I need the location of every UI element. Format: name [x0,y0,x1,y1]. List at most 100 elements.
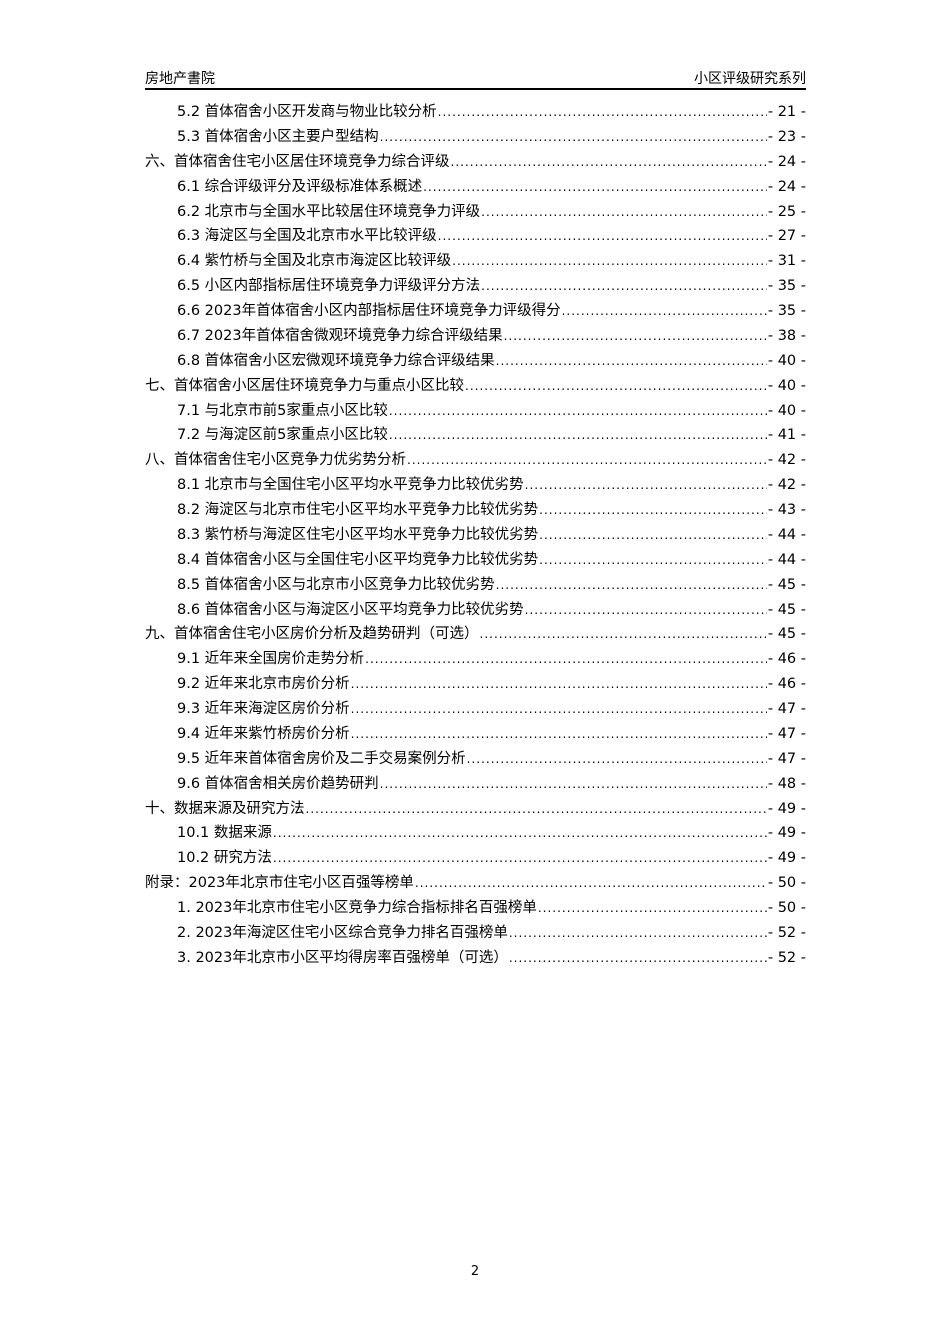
toc-entry-title: 九、首体宿舍住宅小区房价分析及趋势研判（可选） [145,626,479,643]
page-header: 房地产書院 小区评级研究系列 [145,66,806,90]
toc-entry-page: - 35 - [767,278,806,295]
toc-entry-page: - 40 - [767,377,806,394]
toc-entry-title: 10.2 研究方法 [177,850,272,867]
toc-entry-title: 9.4 近年来紫竹桥房价分析 [177,725,350,742]
toc-entry-page: - 27 - [767,228,806,245]
toc-entry-page: - 42 - [767,477,806,494]
toc-entry-title: 8.2 海淀区与北京市住宅小区平均水平竞争力比较优劣势 [177,502,539,518]
toc-entry[interactable]: 10.1 数据来源 - 49 - [145,821,806,846]
toc-entry[interactable]: 6.6 2023年首体宿舍小区内部指标居住环境竞争力评级得分 - 35 - [145,299,806,324]
toc-entry[interactable]: 十、数据来源及研究方法 - 49 - [145,797,806,822]
toc-leader-dots [509,951,767,965]
toc-entry-title: 6.2 北京市与全国水平比较居住环境竞争力评级 [177,203,481,220]
toc-entry-page: - 47 - [767,701,806,717]
toc-entry[interactable]: 8.1 北京市与全国住宅小区平均水平竞争力比较优劣势 - 42 - [145,473,806,498]
toc-entry-page: - 46 - [767,676,806,693]
toc-entry-page: - 24 - [767,178,806,195]
toc-entry[interactable]: 九、首体宿舍住宅小区房价分析及趋势研判（可选） - 45 - [145,622,806,647]
toc-leader-dots [504,329,767,343]
toc-entry[interactable]: 7.1 与北京市前5家重点小区比较 - 40 - [145,399,806,424]
toc-entry[interactable]: 9.4 近年来紫竹桥房价分析 - 47 - [145,722,806,747]
toc-entry[interactable]: 9.2 近年来北京市房价分析 - 46 - [145,672,806,697]
toc-leader-dots [525,478,767,492]
toc-entry-page: - 38 - [767,327,806,344]
toc-entry-title: 3. 2023年北京市小区平均得房率百强榜单（可选） [177,949,508,966]
toc-leader-dots [539,528,767,542]
toc-entry[interactable]: 6.3 海淀区与全国及北京市水平比较评级 - 27 - [145,224,806,249]
toc-entry-page: - 49 - [767,850,806,867]
toc-entry-page: - 21 - [767,104,806,120]
toc-entry-title: 9.5 近年来首体宿舍房价及二手交易案例分析 [177,750,466,767]
toc-entry-page: - 50 - [767,900,806,916]
toc-entry-title: 6.6 2023年首体宿舍小区内部指标居住环境竞争力评级得分 [177,303,561,319]
toc-leader-dots [389,404,767,418]
toc-entry[interactable]: 8.2 海淀区与北京市住宅小区平均水平竞争力比较优劣势 - 43 - [145,498,806,523]
toc-entry[interactable]: 6.4 紫竹桥与全国及北京市海淀区比较评级 - 31 - [145,249,806,274]
toc-leader-dots [351,727,767,741]
toc-entry[interactable]: 9.3 近年来海淀区房价分析 - 47 - [145,697,806,722]
toc-entry[interactable]: 9.5 近年来首体宿舍房价及二手交易案例分析 - 47 - [145,747,806,772]
toc-entry[interactable]: 3. 2023年北京市小区平均得房率百强榜单（可选） - 52 - [145,946,806,971]
toc-leader-dots [438,105,767,119]
toc-entry[interactable]: 8.6 首体宿舍小区与海淀区小区平均竞争力比较优劣势 - 45 - [145,598,806,623]
toc-entry[interactable]: 6.2 北京市与全国水平比较居住环境竞争力评级 - 25 - [145,200,806,225]
toc-entry-title: 8.4 首体宿舍小区与全国住宅小区平均竞争力比较优劣势 [177,551,539,568]
toc-entry-page: - 31 - [767,253,806,270]
toc-entry[interactable]: 六、首体宿舍住宅小区居住环境竞争力综合评级 - 24 - [145,150,806,175]
toc-entry-page: - 35 - [767,303,806,319]
toc-entry-page: - 24 - [767,153,806,170]
toc-entry[interactable]: 9.6 首体宿舍相关房价趋势研判 - 48 - [145,772,806,797]
table-of-contents: 5.2 首体宿舍小区开发商与物业比较分析 - 21 - 5.3 首体宿舍小区主要户型… [145,100,806,971]
toc-entry[interactable]: 2. 2023年海淀区住宅小区综合竞争力排名百强榜单 - 52 - [145,921,806,946]
toc-entry-page: - 50 - [767,875,806,892]
toc-entry-title: 9.6 首体宿舍相关房价趋势研判 [177,775,379,792]
toc-entry-title: 9.3 近年来海淀区房价分析 [177,701,350,717]
toc-entry[interactable]: 9.1 近年来全国房价走势分析 - 46 - [145,647,806,672]
toc-entry[interactable]: 6.7 2023年首体宿舍微观环境竞争力综合评级结果 - 38 - [145,324,806,349]
toc-entry-title: 9.1 近年来全国房价走势分析 [177,651,365,668]
toc-entry[interactable]: 10.2 研究方法 - 49 - [145,846,806,871]
toc-entry[interactable]: 6.1 综合评级评分及评级标准体系概述 - 24 - [145,175,806,200]
toc-leader-dots [481,279,767,293]
toc-entry-page: - 47 - [767,725,806,742]
toc-entry-page: - 49 - [767,800,806,817]
toc-entry-page: - 49 - [767,825,806,842]
toc-entry-title: 6.1 综合评级评分及评级标准体系概述 [177,178,423,195]
toc-entry-title: 8.1 北京市与全国住宅小区平均水平竞争力比较优劣势 [177,477,524,494]
toc-entry[interactable]: 6.8 首体宿舍小区宏微观环境竞争力综合评级结果 - 40 - [145,349,806,374]
toc-leader-dots [380,130,767,144]
page-number: 2 [470,1264,480,1279]
toc-entry[interactable]: 8.4 首体宿舍小区与全国住宅小区平均竞争力比较优劣势 - 44 - [145,548,806,573]
toc-entry[interactable]: 5.3 首体宿舍小区主要户型结构 - 23 - [145,125,806,150]
toc-leader-dots [407,453,767,467]
toc-entry-page: - 48 - [767,775,806,792]
toc-entry[interactable]: 5.2 首体宿舍小区开发商与物业比较分析 - 21 - [145,100,806,125]
toc-leader-dots [452,254,767,268]
toc-entry-page: - 42 - [767,452,806,469]
toc-entry-page: - 46 - [767,651,806,668]
toc-entry-title: 六、首体宿舍住宅小区居住环境竞争力综合评级 [145,153,450,170]
toc-entry-page: - 45 - [767,576,806,593]
toc-leader-dots [562,304,767,318]
toc-entry[interactable]: 七、首体宿舍小区居住环境竞争力与重点小区比较 - 40 - [145,374,806,399]
toc-entry-page: - 44 - [767,526,806,543]
toc-entry[interactable]: 7.2 与海淀区前5家重点小区比较 - 41 - [145,423,806,448]
toc-entry-page: - 23 - [767,128,806,145]
toc-entry-page: - 41 - [767,427,806,444]
toc-entry-title: 1. 2023年北京市住宅小区竞争力综合指标排名百强榜单 [177,900,537,916]
toc-entry-page: - 40 - [767,402,806,419]
toc-leader-dots [509,926,767,940]
toc-entry[interactable]: 8.3 紫竹桥与海淀区住宅小区平均水平竞争力比较优劣势 - 44 - [145,523,806,548]
toc-entry[interactable]: 8.5 首体宿舍小区与北京市小区竞争力比较优劣势 - 45 - [145,573,806,598]
toc-leader-dots [273,851,767,865]
toc-entry[interactable]: 1. 2023年北京市住宅小区竞争力综合指标排名百强榜单 - 50 - [145,896,806,921]
toc-entry-title: 八、首体宿舍住宅小区竞争力优劣势分析 [145,452,406,469]
toc-leader-dots [538,901,767,915]
toc-leader-dots [415,876,767,890]
toc-leader-dots [465,379,767,393]
toc-entry[interactable]: 附录：2023年北京市住宅小区百强等榜单 - 50 - [145,871,806,896]
toc-entry[interactable]: 八、首体宿舍住宅小区竞争力优劣势分析 - 42 - [145,448,806,473]
toc-leader-dots [539,553,767,567]
toc-entry-title: 七、首体宿舍小区居住环境竞争力与重点小区比较 [145,377,464,394]
toc-entry[interactable]: 6.5 小区内部指标居住环境竞争力评级评分方法 - 35 - [145,274,806,299]
